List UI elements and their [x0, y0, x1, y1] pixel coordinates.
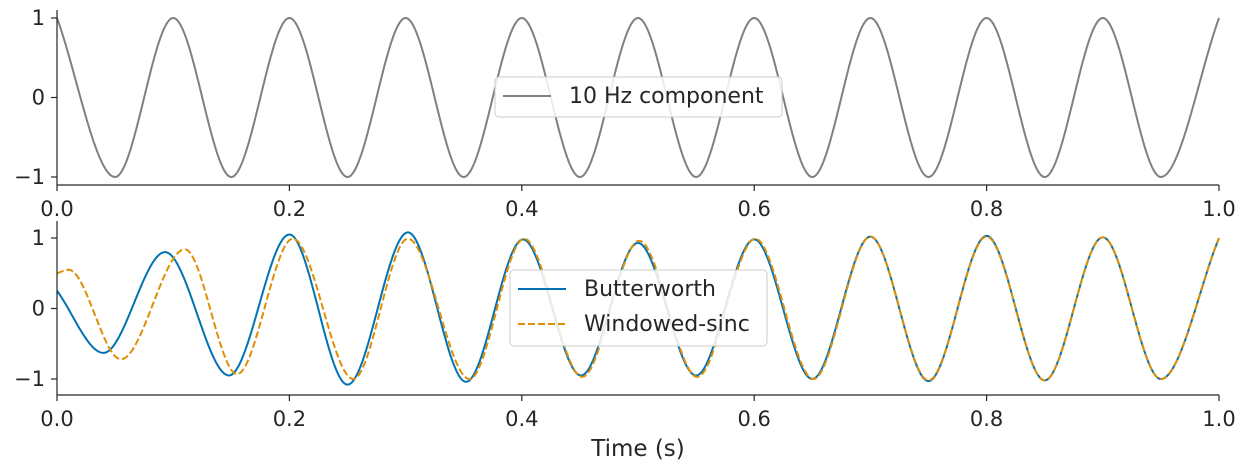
x-tick-label: 0.6 — [737, 407, 770, 431]
x-tick-label: 0.8 — [970, 407, 1003, 431]
ticks-bottom: 0.0 0.2 0.4 0.6 0.8 1.0 −1 0 1 — [14, 226, 1236, 431]
x-tick-label: 0.2 — [273, 197, 306, 221]
x-tick-label: 1.0 — [1202, 197, 1235, 221]
panel-10hz-component: 0.0 0.2 0.4 0.6 0.8 1.0 −1 0 1 10 Hz component — [14, 6, 1236, 221]
legend-top: 10 Hz component — [494, 76, 783, 118]
x-tick-label: 0.4 — [505, 197, 538, 221]
x-tick-label: 0.2 — [273, 407, 306, 431]
y-tick-label: 0 — [32, 297, 45, 321]
legend-frame — [494, 76, 783, 118]
legend-frame — [509, 269, 768, 347]
x-tick-label: 0.6 — [737, 197, 770, 221]
legend-label-10hz-component: 10 Hz component — [569, 84, 764, 109]
x-tick-label: 0.0 — [40, 197, 73, 221]
y-tick-label: 1 — [32, 226, 45, 250]
x-tick-label: 0.8 — [970, 197, 1003, 221]
panel-filter-comparison: 0.0 0.2 0.4 0.6 0.8 1.0 −1 0 1 Butterworth Windo… — [14, 221, 1236, 462]
series-line-10-hz-component — [56, 17, 1220, 178]
x-tick-label: 1.0 — [1202, 407, 1235, 431]
x-tick-label: 0.4 — [505, 407, 538, 431]
legend-bottom: Butterworth Windowed-sinc — [509, 269, 768, 347]
series-line-windowed-sinc — [56, 235, 1220, 382]
y-tick-label: −1 — [14, 367, 45, 391]
legend-label-butterworth: Butterworth — [584, 277, 716, 302]
y-tick-label: 1 — [32, 6, 45, 30]
legend-label-windowed-sinc: Windowed-sinc — [584, 312, 750, 337]
x-axis-label: Time (s) — [590, 436, 685, 462]
x-tick-label: 0.0 — [40, 407, 73, 431]
y-tick-label: −1 — [14, 165, 45, 189]
ticks-top: 0.0 0.2 0.4 0.6 0.8 1.0 −1 0 1 — [14, 6, 1236, 221]
plot-area-top — [56, 17, 1220, 178]
plot-area-bottom — [56, 231, 1220, 386]
y-tick-label: 0 — [32, 86, 45, 110]
